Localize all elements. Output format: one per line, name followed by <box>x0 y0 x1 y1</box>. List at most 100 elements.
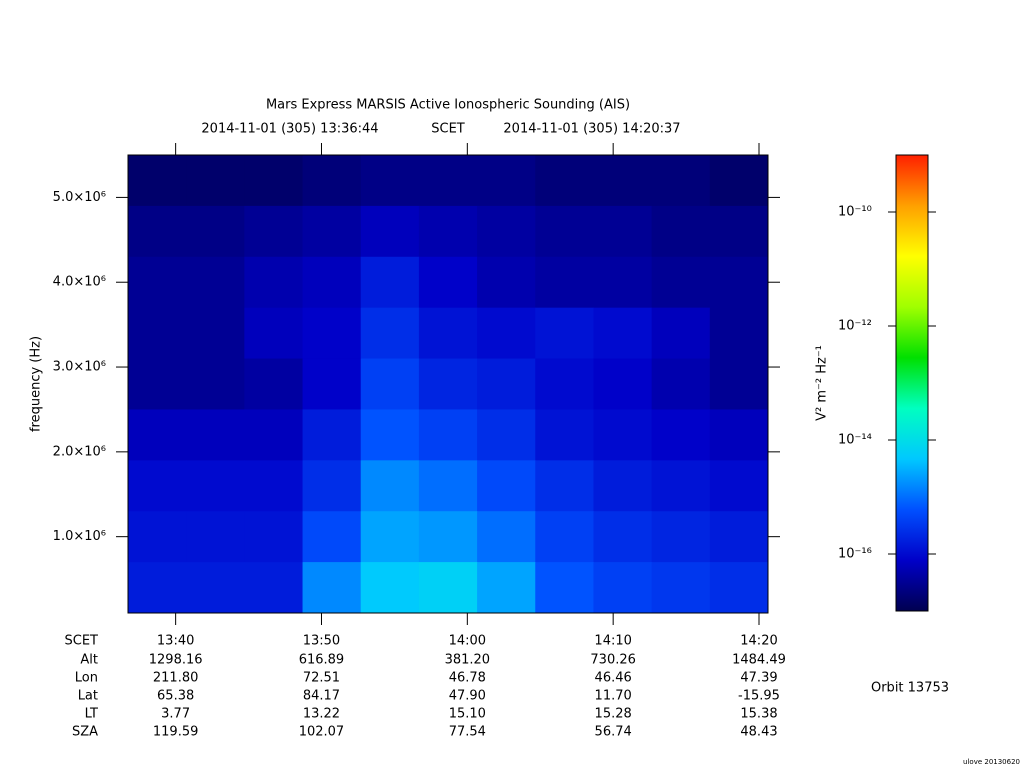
heatmap-cell <box>360 460 420 512</box>
heatmap-cell <box>302 511 362 563</box>
heatmap-cell <box>593 460 653 512</box>
start-time: 2014-11-01 (305) 13:36:44 <box>201 122 378 137</box>
heatmap-cell <box>477 155 536 207</box>
heatmap-cell <box>593 205 653 258</box>
heatmap-cell <box>186 307 245 360</box>
heatmap-cell <box>360 562 420 614</box>
orbit-label: Orbit 13753 <box>871 681 949 696</box>
ephemeris-value: 47.39 <box>740 671 777 686</box>
heatmap-cell <box>302 307 362 360</box>
heatmap-cell <box>477 562 536 614</box>
heatmap-cell <box>244 307 304 360</box>
ephemeris-value: 47.90 <box>449 689 486 704</box>
heatmap-cell <box>360 409 420 461</box>
ephemeris-value: 72.51 <box>303 671 340 686</box>
heatmap-cell <box>302 155 362 207</box>
heatmap-cell <box>593 155 653 207</box>
heatmap-cell <box>360 155 420 207</box>
colorbar <box>895 154 929 612</box>
heatmap-cell <box>651 460 711 512</box>
footer: ulove 20130620 <box>963 758 1020 766</box>
heatmap-cell <box>593 358 653 410</box>
heatmap-cell <box>535 307 594 360</box>
heatmap-cell <box>244 460 304 512</box>
ephemeris-value: 381.20 <box>445 653 491 668</box>
ephemeris-value: 13.22 <box>303 707 340 722</box>
heatmap-cell <box>709 155 769 207</box>
ephemeris-value: 46.46 <box>595 671 632 686</box>
heatmap-cell <box>186 358 245 410</box>
heatmap-cell <box>302 460 362 512</box>
x-tick-label: 13:50 <box>303 634 340 649</box>
heatmap-cell <box>128 256 187 309</box>
heatmap-cell <box>302 358 362 410</box>
heatmap-cell <box>360 307 420 360</box>
ephemeris-value: 1298.16 <box>149 653 203 668</box>
heatmap-cell <box>477 307 536 360</box>
heatmap-cell <box>186 460 245 512</box>
heatmap-cell <box>244 562 304 614</box>
heatmap-cell <box>709 562 769 614</box>
heatmap-cell <box>651 358 711 410</box>
heatmap-cell <box>302 562 362 614</box>
heatmap-cell <box>535 155 594 207</box>
heatmap-cell <box>244 205 304 258</box>
y-tick-label: 1.0×10⁶ <box>53 529 106 544</box>
row-label: Lon <box>75 671 98 686</box>
ephemeris-value: 211.80 <box>153 671 199 686</box>
heatmap-cell <box>535 409 594 461</box>
ephemeris-value: 11.70 <box>595 689 632 704</box>
heatmap-cell <box>360 205 420 258</box>
heatmap-cell <box>709 358 769 410</box>
heatmap-cell <box>302 256 362 309</box>
heatmap-cell <box>709 205 769 258</box>
heatmap-cell <box>186 511 245 563</box>
heatmap-cell <box>651 511 711 563</box>
heatmap-cell <box>128 155 187 207</box>
plot-frame <box>127 154 769 614</box>
heatmap-cell <box>651 409 711 461</box>
heatmap <box>128 155 769 614</box>
heatmap-cell <box>360 358 420 410</box>
end-time: 2014-11-01 (305) 14:20:37 <box>503 122 680 137</box>
heatmap-cell <box>535 562 594 614</box>
x-tick-label: 13:40 <box>157 634 194 649</box>
ephemeris-value: 616.89 <box>299 653 345 668</box>
heatmap-cell <box>418 409 478 461</box>
heatmap-cell <box>651 205 711 258</box>
heatmap-cell <box>244 256 304 309</box>
y-tick-label: 2.0×10⁶ <box>53 444 106 459</box>
heatmap-cell <box>128 307 187 360</box>
heatmap-cell <box>302 409 362 461</box>
heatmap-cell <box>186 155 245 207</box>
x-tick-label: 14:00 <box>449 634 486 649</box>
heatmap-cell <box>128 409 187 461</box>
heatmap-cell <box>477 256 536 309</box>
y-tick-label: 4.0×10⁶ <box>53 275 106 290</box>
ephemeris-value: 15.38 <box>740 707 777 722</box>
heatmap-cell <box>651 307 711 360</box>
heatmap-cell <box>418 205 478 258</box>
heatmap-cell <box>418 256 478 309</box>
heatmap-cell <box>477 358 536 410</box>
ephemeris-value: 56.74 <box>595 725 632 740</box>
x-tick-label: 14:20 <box>740 634 777 649</box>
heatmap-cell <box>186 205 245 258</box>
ephemeris-value: 102.07 <box>299 725 345 740</box>
heatmap-cell <box>186 409 245 461</box>
y-tick-label: 5.0×10⁶ <box>53 190 106 205</box>
heatmap-cell <box>709 307 769 360</box>
heatmap-cell <box>593 307 653 360</box>
heatmap-cell <box>244 409 304 461</box>
heatmap-cell <box>651 256 711 309</box>
heatmap-cell <box>418 307 478 360</box>
heatmap-cell <box>593 409 653 461</box>
ephemeris-value: 1484.49 <box>732 653 786 668</box>
heatmap-cell <box>709 409 769 461</box>
heatmap-cell <box>244 155 304 207</box>
ephemeris-value: -15.95 <box>738 689 780 704</box>
heatmap-cell <box>418 562 478 614</box>
heatmap-cell <box>418 460 478 512</box>
heatmap-cell <box>535 358 594 410</box>
ephemeris-value: 730.26 <box>590 653 636 668</box>
